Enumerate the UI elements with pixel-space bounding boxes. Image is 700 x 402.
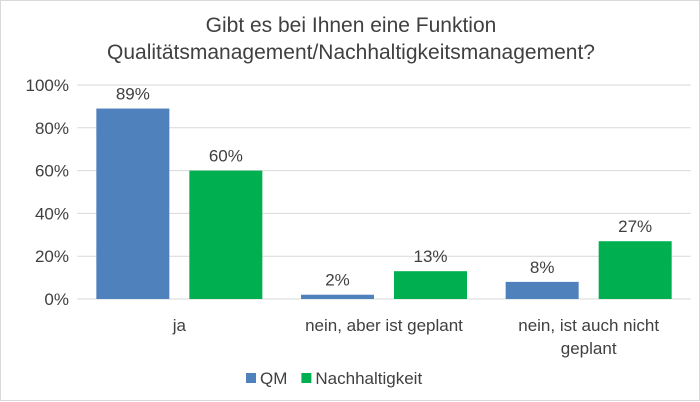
bar-nachhaltigkeit: [189, 170, 263, 299]
y-tick-label: 40%: [35, 204, 69, 223]
y-tick-label: 80%: [35, 119, 69, 138]
y-tick-label: 60%: [35, 162, 69, 181]
data-label: 13%: [413, 247, 447, 266]
data-label: 27%: [618, 217, 652, 236]
bar-qm: [505, 281, 579, 299]
legend-swatch: [246, 373, 256, 383]
data-label: 89%: [116, 85, 150, 104]
bar-qm: [301, 294, 374, 299]
y-tick-label: 100%: [26, 76, 69, 95]
legend-label: QM: [260, 369, 287, 388]
bar-nachhaltigkeit: [598, 241, 672, 299]
x-tick-label: nein, ist auch nicht: [518, 316, 659, 335]
data-label: 8%: [530, 258, 555, 277]
x-tick-label: ja: [172, 316, 187, 335]
y-tick-label: 0%: [44, 290, 69, 309]
chart-title: Qualitätsmanagement/Nachhaltigkeitsmanag…: [107, 41, 595, 64]
y-tick-label: 20%: [35, 247, 69, 266]
x-tick-label: geplant: [561, 339, 617, 358]
data-label: 2%: [325, 271, 350, 290]
bar-qm: [96, 108, 170, 299]
chart-title: Gibt es bei Ihnen eine Funktion: [206, 14, 497, 37]
x-tick-label: nein, aber ist geplant: [305, 316, 463, 335]
data-label: 60%: [209, 147, 243, 166]
bar-nachhaltigkeit: [394, 271, 467, 299]
legend-swatch: [301, 373, 312, 383]
legend-label: Nachhaltigkeit: [315, 369, 422, 388]
